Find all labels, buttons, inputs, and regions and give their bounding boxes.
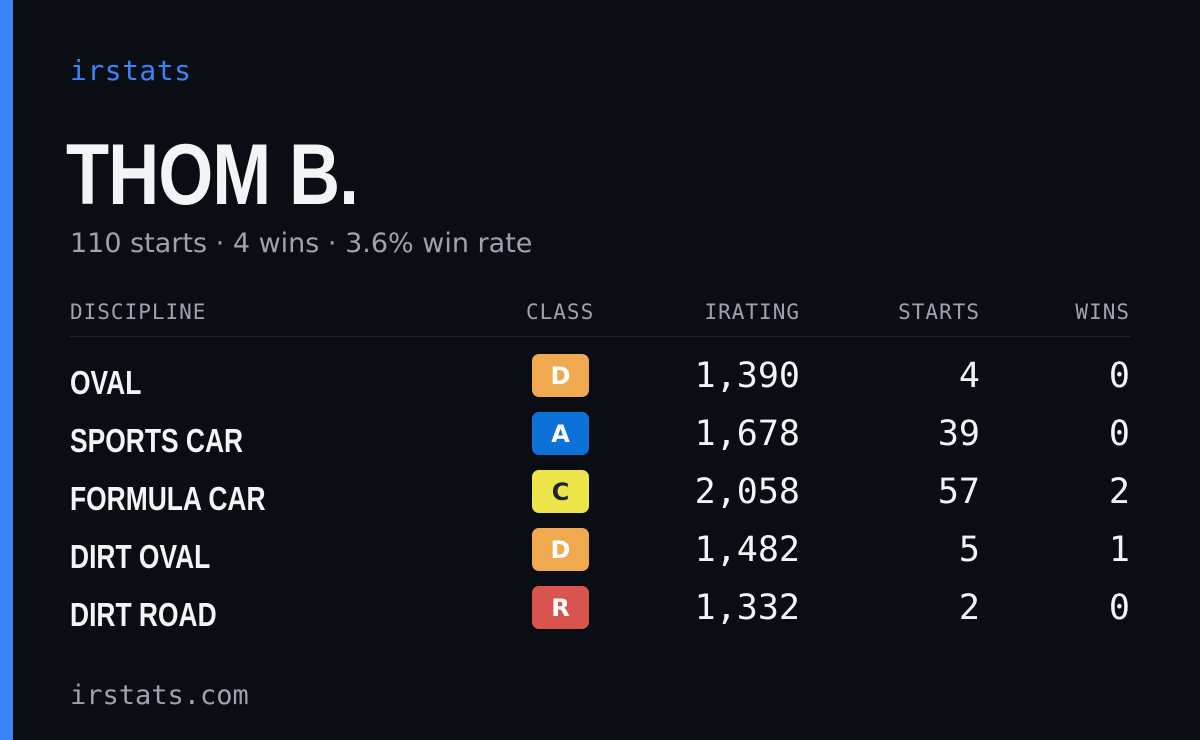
irating-value: 2,058	[694, 472, 800, 512]
starts-value: 4	[958, 356, 980, 396]
irating-value: 1,390	[694, 356, 800, 396]
class-badge: R	[532, 586, 589, 629]
table-row: SPORTS CAR A 1,678 39 0	[70, 408, 1130, 466]
starts-value: 39	[937, 414, 980, 454]
table-row: OVAL D 1,390 4 0	[70, 350, 1130, 408]
wins-value: 0	[1108, 588, 1130, 628]
irating-value: 1,332	[694, 588, 800, 628]
header-class: CLASS	[526, 300, 595, 324]
table-header: DISCIPLINE CLASS IRATING STARTS WINS	[70, 300, 1130, 337]
header-starts: STARTS	[898, 300, 980, 324]
irating-value: 1,482	[694, 530, 800, 570]
stats-table: OVAL D 1,390 4 0 SPORTS CAR A 1,678 39 0…	[70, 350, 1130, 640]
class-badge: C	[532, 470, 589, 513]
class-badge: D	[532, 528, 589, 571]
discipline-name: SPORTS CAR	[70, 422, 244, 459]
wins-value: 0	[1108, 356, 1130, 396]
table-row: DIRT OVAL D 1,482 5 1	[70, 524, 1130, 582]
discipline-name: FORMULA CAR	[70, 480, 266, 517]
irating-value: 1,678	[694, 414, 800, 454]
player-name: THOM B.	[66, 127, 359, 223]
class-badge: A	[532, 412, 589, 455]
player-summary: 110 starts · 4 wins · 3.6% win rate	[70, 228, 533, 259]
wins-value: 0	[1108, 414, 1130, 454]
wins-value: 2	[1108, 472, 1130, 512]
table-row: FORMULA CAR C 2,058 57 2	[70, 466, 1130, 524]
class-badge: D	[532, 354, 589, 397]
wins-value: 1	[1108, 530, 1130, 570]
brand-logo: irstats	[70, 54, 192, 87]
starts-value: 5	[958, 530, 980, 570]
discipline-name: DIRT OVAL	[70, 538, 211, 575]
header-wins: WINS	[1075, 300, 1130, 324]
starts-value: 57	[937, 472, 980, 512]
table-row: DIRT ROAD R 1,332 2 0	[70, 582, 1130, 640]
discipline-name: DIRT ROAD	[70, 596, 217, 633]
discipline-name: OVAL	[70, 364, 142, 401]
starts-value: 2	[958, 588, 980, 628]
footer-url: irstats.com	[70, 680, 249, 711]
header-irating: IRATING	[704, 300, 800, 324]
header-discipline: DISCIPLINE	[70, 300, 207, 324]
accent-bar	[0, 0, 13, 740]
